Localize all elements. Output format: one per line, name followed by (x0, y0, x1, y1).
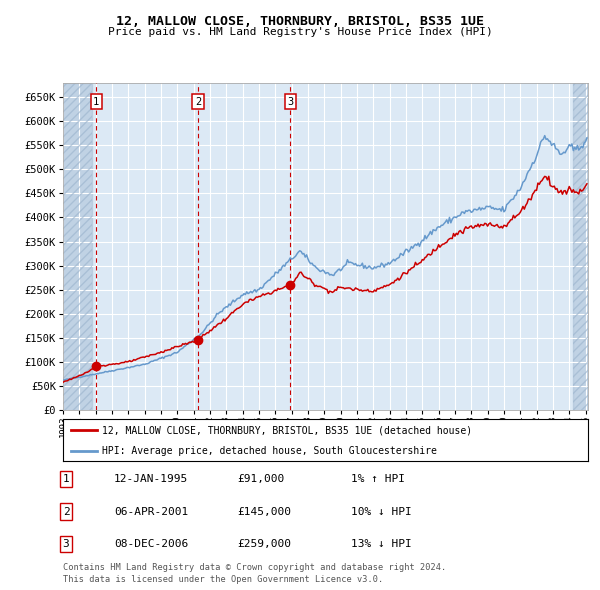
Text: 2: 2 (62, 507, 70, 516)
Text: 3: 3 (287, 97, 293, 107)
Text: £91,000: £91,000 (237, 474, 284, 484)
Text: Contains HM Land Registry data © Crown copyright and database right 2024.: Contains HM Land Registry data © Crown c… (63, 563, 446, 572)
Text: 06-APR-2001: 06-APR-2001 (114, 507, 188, 516)
Text: HPI: Average price, detached house, South Gloucestershire: HPI: Average price, detached house, Sout… (103, 446, 437, 455)
Text: 1: 1 (62, 474, 70, 484)
Bar (574, 83, 588, 410)
Text: 3: 3 (62, 539, 70, 549)
Bar (574, 83, 588, 410)
Text: 2: 2 (195, 97, 201, 107)
Text: £145,000: £145,000 (237, 507, 291, 516)
Bar (63, 83, 92, 410)
Text: This data is licensed under the Open Government Licence v3.0.: This data is licensed under the Open Gov… (63, 575, 383, 584)
Text: 12, MALLOW CLOSE, THORNBURY, BRISTOL, BS35 1UE: 12, MALLOW CLOSE, THORNBURY, BRISTOL, BS… (116, 15, 484, 28)
Text: 1% ↑ HPI: 1% ↑ HPI (351, 474, 405, 484)
Text: 12, MALLOW CLOSE, THORNBURY, BRISTOL, BS35 1UE (detached house): 12, MALLOW CLOSE, THORNBURY, BRISTOL, BS… (103, 425, 473, 435)
Text: 1: 1 (93, 97, 100, 107)
Text: £259,000: £259,000 (237, 539, 291, 549)
Text: 12-JAN-1995: 12-JAN-1995 (114, 474, 188, 484)
Text: 13% ↓ HPI: 13% ↓ HPI (351, 539, 412, 549)
Bar (63, 83, 92, 410)
Text: Price paid vs. HM Land Registry's House Price Index (HPI): Price paid vs. HM Land Registry's House … (107, 27, 493, 37)
Text: 10% ↓ HPI: 10% ↓ HPI (351, 507, 412, 516)
Text: 08-DEC-2006: 08-DEC-2006 (114, 539, 188, 549)
